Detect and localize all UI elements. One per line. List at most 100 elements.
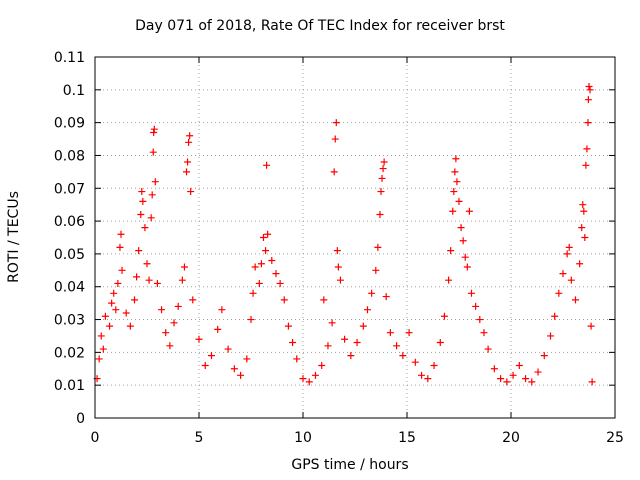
data-point xyxy=(411,358,419,366)
data-point xyxy=(571,296,579,304)
data-point xyxy=(378,174,386,182)
y-tick-label: 0.1 xyxy=(63,83,85,99)
data-point xyxy=(289,339,297,347)
data-point xyxy=(334,263,342,271)
data-point xyxy=(101,312,109,320)
data-point xyxy=(563,250,571,258)
data-point xyxy=(150,125,158,133)
data-point xyxy=(97,332,105,340)
data-point xyxy=(497,375,505,383)
data-point xyxy=(503,378,511,386)
data-point xyxy=(195,335,203,343)
data-point xyxy=(363,306,371,314)
data-point xyxy=(405,329,413,337)
data-point xyxy=(559,270,567,278)
y-tick-label: 0.09 xyxy=(54,116,85,132)
data-point xyxy=(243,355,251,363)
data-point xyxy=(331,135,339,143)
data-point xyxy=(393,342,401,350)
data-point xyxy=(207,352,215,360)
data-point xyxy=(293,355,301,363)
data-point xyxy=(380,158,388,166)
data-point xyxy=(276,279,284,287)
data-point xyxy=(214,325,222,333)
data-point xyxy=(106,322,114,330)
x-tick-label: 5 xyxy=(195,430,204,446)
data-point xyxy=(262,247,270,255)
data-point xyxy=(353,339,361,347)
data-point xyxy=(126,322,134,330)
data-point xyxy=(268,256,276,264)
data-point xyxy=(148,191,156,199)
data-point xyxy=(259,234,267,241)
data-point xyxy=(455,197,463,205)
plot-frame xyxy=(94,56,616,419)
data-point xyxy=(247,316,255,324)
data-point xyxy=(359,322,367,330)
data-point xyxy=(467,289,475,297)
data-point xyxy=(584,96,592,104)
data-point xyxy=(522,375,530,383)
data-point xyxy=(540,352,548,360)
data-point xyxy=(581,234,589,241)
data-point xyxy=(379,165,387,173)
grid-lines xyxy=(95,57,615,418)
data-point xyxy=(463,263,471,271)
data-point xyxy=(576,260,584,268)
x-tick-label: 25 xyxy=(606,430,624,446)
data-point xyxy=(328,319,336,327)
data-point xyxy=(257,260,265,268)
data-point xyxy=(133,273,141,281)
data-point xyxy=(320,296,328,304)
data-point xyxy=(324,342,332,350)
y-tick-label: 0.05 xyxy=(54,247,85,263)
data-points xyxy=(93,83,596,386)
y-tick-label: 0.02 xyxy=(54,345,85,361)
data-point xyxy=(95,355,103,363)
data-point xyxy=(187,188,195,196)
data-point xyxy=(587,322,595,330)
data-point xyxy=(284,322,292,330)
data-point xyxy=(201,361,209,369)
data-point xyxy=(112,306,120,314)
data-point xyxy=(332,119,340,127)
data-point xyxy=(579,201,587,209)
data-point xyxy=(114,279,122,287)
data-point xyxy=(174,302,182,310)
data-point xyxy=(318,361,326,369)
data-point xyxy=(445,276,453,284)
data-point xyxy=(534,368,542,376)
data-point xyxy=(230,365,238,373)
data-point xyxy=(565,243,573,251)
y-tick-label: 0.01 xyxy=(54,378,85,394)
data-point xyxy=(424,375,432,383)
x-tick-label: 15 xyxy=(398,430,416,446)
data-point xyxy=(183,168,191,176)
data-point xyxy=(116,243,124,251)
data-point xyxy=(465,207,473,215)
data-point xyxy=(264,230,272,238)
data-point xyxy=(138,188,146,196)
data-point xyxy=(578,224,586,232)
data-point xyxy=(372,266,380,274)
data-point xyxy=(251,263,259,271)
data-point xyxy=(135,247,143,255)
data-point xyxy=(255,279,263,287)
data-point xyxy=(151,178,159,186)
data-point xyxy=(110,289,118,297)
data-point xyxy=(430,361,438,369)
data-point xyxy=(218,306,226,314)
x-tick-label: 0 xyxy=(91,430,100,446)
data-point xyxy=(399,352,407,360)
data-point xyxy=(440,312,448,320)
data-point xyxy=(586,86,594,94)
data-point xyxy=(436,339,444,347)
data-point xyxy=(580,207,588,215)
data-point xyxy=(143,260,151,268)
data-point xyxy=(461,253,469,261)
data-point xyxy=(555,289,563,297)
data-point xyxy=(139,197,147,205)
data-point xyxy=(330,168,338,176)
data-point xyxy=(528,378,536,386)
